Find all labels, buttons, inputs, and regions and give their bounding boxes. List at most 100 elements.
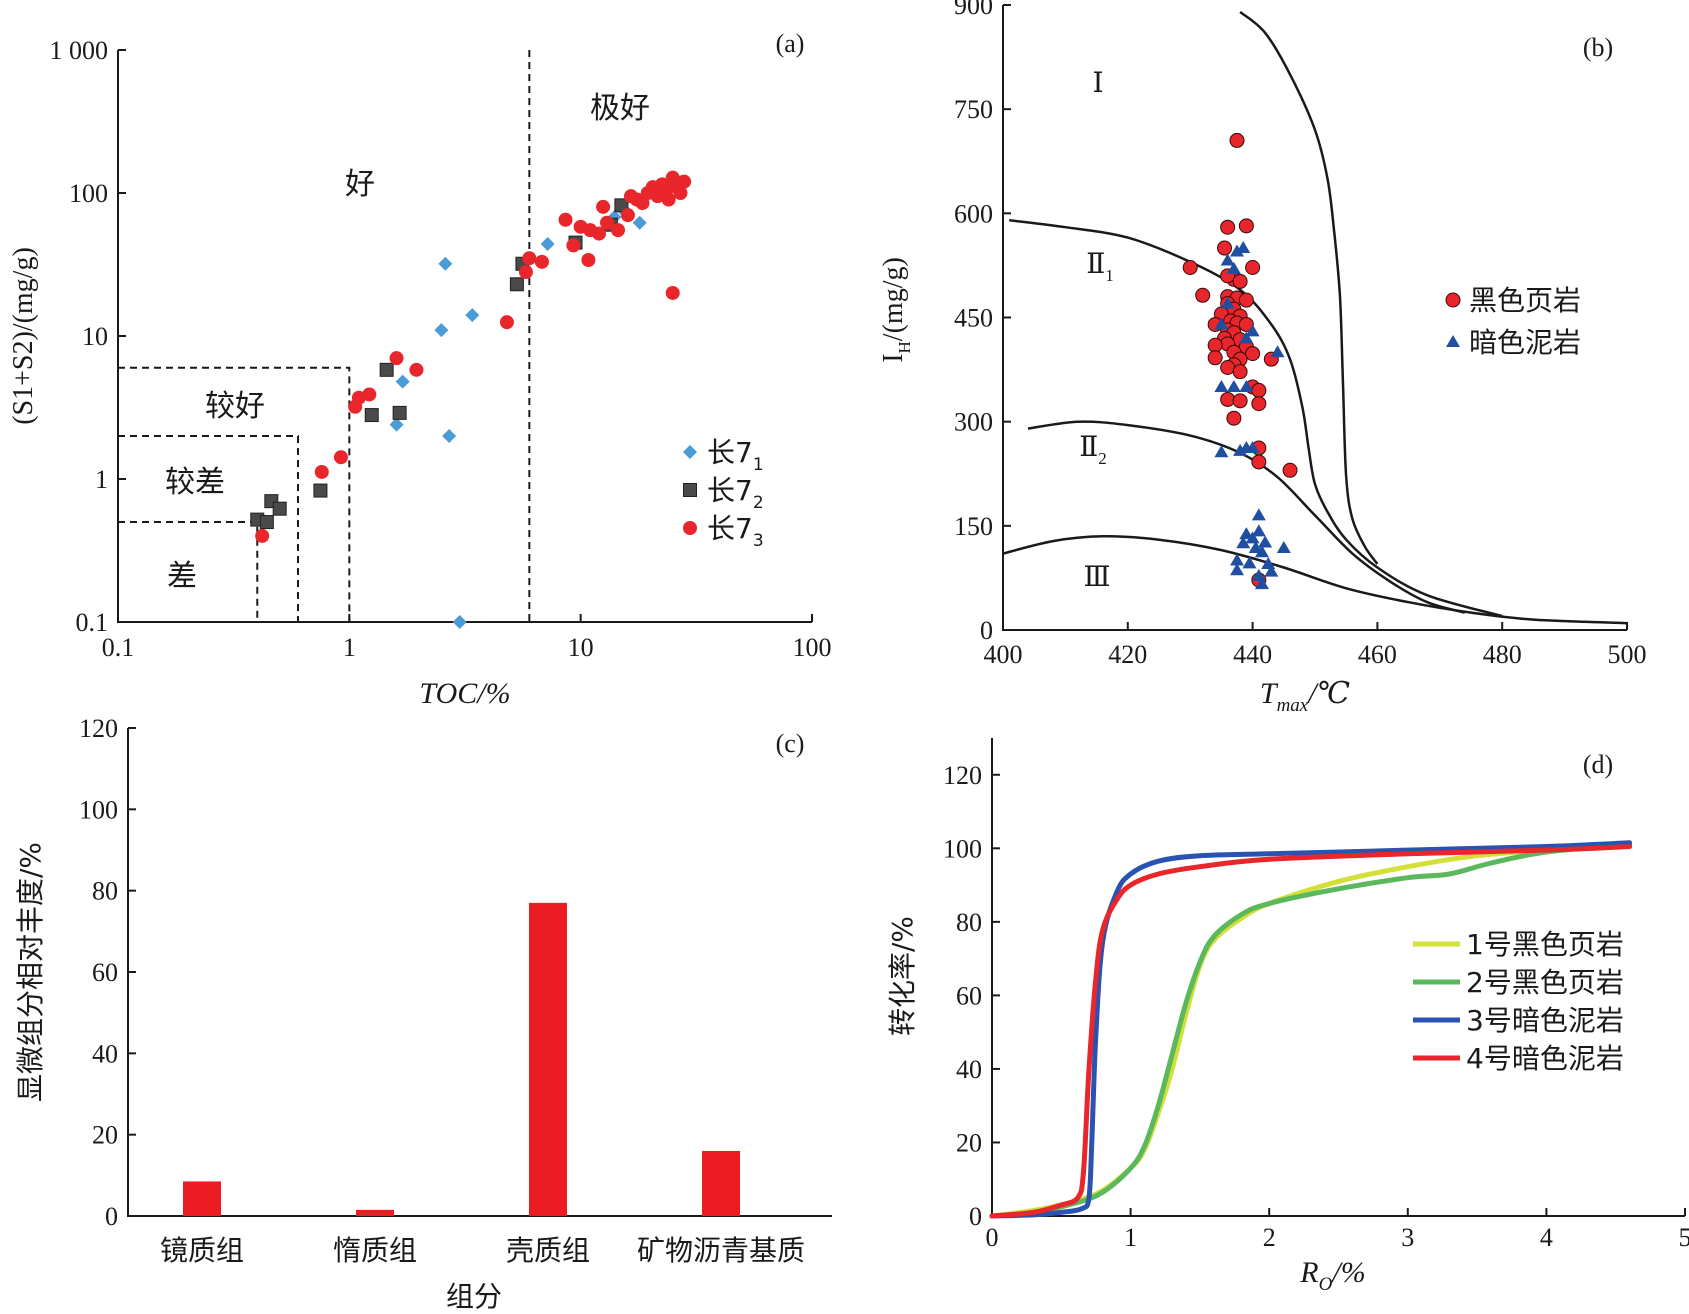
panel-a-point-s2: [313, 483, 328, 498]
panel-a-point-s1: [465, 308, 480, 323]
legend-label-2-sub: 2: [753, 493, 764, 513]
panel-a-point-s3: [499, 315, 514, 330]
panel-a-point-s1: [632, 215, 647, 230]
panel-c-y-tick-label: 0: [105, 1202, 118, 1231]
panel-b-xlabel-sub: max: [1277, 695, 1309, 716]
type-boundary-2: [1009, 219, 1503, 618]
panel-b-point-s1: [1251, 382, 1267, 398]
panel-b-y-tick-label: 600: [954, 199, 993, 228]
panel-b-point-s1: [1207, 350, 1223, 366]
panel-d-x-tick-label: 3: [1401, 1223, 1414, 1252]
kerogen-type-label-2-sub: 1: [1105, 266, 1114, 285]
panel-b-point-s2: [1236, 536, 1251, 549]
panel-c-y-tick-label: 40: [92, 1039, 118, 1068]
panel-b-x-tick-label: 480: [1483, 640, 1522, 669]
panel-a-point-s3: [534, 254, 549, 269]
panel-d-x-tick-label: 2: [1263, 1223, 1276, 1252]
panel-a-point-s3: [314, 464, 329, 479]
panel-c-y-tick-label: 100: [79, 795, 118, 824]
legend-label-3-sub: 3: [753, 531, 764, 551]
panel-d-y-tick-label: 20: [956, 1128, 982, 1157]
bar-3: [529, 902, 567, 1216]
panel-a-point-s3: [673, 186, 688, 200]
panel-b-point-s2: [1220, 296, 1235, 309]
zone-line-1: [118, 366, 351, 622]
panel-b-point-s1: [1232, 273, 1248, 289]
panel-a-point-s2: [259, 515, 274, 530]
panel-b-point-s2: [1251, 508, 1266, 521]
panel-a-point-s3: [581, 252, 596, 267]
panel-b-point-s2: [1239, 331, 1254, 344]
zone-label-poor: 差: [167, 559, 197, 594]
panel-b-point-s1: [1251, 396, 1267, 412]
panel-a-point-s1: [452, 615, 467, 629]
panel-d-x-tick-label: 5: [1679, 1223, 1689, 1252]
panel-b: (b) 400 420 440 460 480 500 0 150 300 450 600 750 90…: [878, 0, 1647, 716]
panel-a-y-tick-label: 0.1: [76, 608, 109, 637]
panel-b-point-s1: [1245, 346, 1261, 362]
panel-a-point-s3: [610, 223, 625, 238]
panel-a-point-s2: [392, 405, 407, 420]
panel-b-point-s1: [1226, 410, 1242, 426]
panel-d-y-tick-label: 80: [956, 908, 982, 937]
legend-label-2: 长72: [707, 474, 764, 513]
legend-label-3-base: 长7: [707, 512, 753, 545]
panel-a-point-s3: [591, 226, 606, 241]
legend-b-label-2: 暗色泥岩: [1469, 326, 1581, 359]
panel-b-point-s2: [1245, 441, 1260, 454]
panel-b-x-tick-label: 500: [1608, 640, 1647, 669]
panel-c-letter: (c): [776, 729, 805, 758]
panel-b-point-s1: [1217, 240, 1233, 256]
panel-d-y-tick-label: 100: [943, 834, 982, 863]
panel-a-point-s3: [665, 285, 680, 300]
panel-a-point-s2: [509, 277, 524, 292]
panel-d-y-tick-label: 120: [943, 761, 982, 790]
panel-a-ylabel: (S1+S2)/(mg/g): [8, 247, 39, 425]
panel-c-y-tick-label: 20: [92, 1121, 118, 1150]
conversion-curve-2: [989, 842, 1633, 1219]
panel-b-point-s2: [1230, 563, 1244, 576]
panel-a-point-s3: [677, 174, 692, 189]
conversion-curve-3: [989, 840, 1633, 1219]
panel-b-ylabel-tail: /(mg/g): [878, 257, 909, 341]
panel-d-xlabel-sub: O: [1319, 1274, 1333, 1295]
panel-a-letter: (a): [776, 29, 805, 58]
zone-label-good: 好: [345, 167, 375, 202]
panel-d-y-tick-label: 60: [956, 981, 982, 1010]
panel-a-point-s3: [333, 450, 348, 465]
panel-a-point-s3: [596, 199, 611, 214]
panel-d-xlabel: RO/%: [1299, 1256, 1365, 1295]
panel-b-x-tick-label: 400: [984, 640, 1023, 669]
legend-b-marker-1: [1445, 292, 1461, 308]
type-boundary-4: [1002, 535, 1628, 625]
panel-c-xlabel: 组分: [446, 1280, 502, 1313]
panel-a-point-s2: [614, 198, 629, 213]
panel-c-ylabel: 显微组分相对丰度/%: [14, 842, 47, 1102]
panel-d-x-tick-label: 1: [1124, 1223, 1137, 1252]
type-boundary-3: [1027, 420, 1466, 614]
panel-a-point-s3: [522, 251, 537, 266]
panel-b-point-s2: [1226, 379, 1241, 392]
panel-b-letter: (b): [1583, 33, 1613, 62]
bar-4: [702, 1150, 740, 1216]
legend-marker-1: [683, 445, 697, 459]
panel-a-y-tick-label: 1: [95, 465, 108, 494]
panel-c-category-label: 镜质组: [160, 1234, 244, 1267]
panel-b-point-s1: [1238, 292, 1254, 308]
panel-d: (d) 0 1 2 3 4 5 0 20 40 60 80 100 120 1号黑色页岩 2号黑色页岩 3号暗…: [886, 738, 1689, 1295]
panel-b-point-s1: [1207, 337, 1223, 353]
zone-label-fair: 较好: [205, 389, 265, 424]
panel-a-y-tick-label: 1 000: [50, 36, 109, 65]
panel-c-category-label: 矿物沥青基质: [637, 1234, 805, 1267]
legend-b-label-1: 黑色页岩: [1469, 284, 1581, 317]
panel-a-point-s2: [272, 501, 287, 516]
panel-b-point-s2: [1239, 379, 1254, 392]
panel-b-xlabel-tail: /℃: [1306, 677, 1350, 710]
panel-c-y-tick-label: 60: [92, 958, 118, 987]
panel-d-ylabel: 转化率/%: [886, 916, 919, 1036]
legend-label-1-sub: 1: [753, 455, 764, 475]
panel-a-point-s3: [362, 387, 377, 402]
